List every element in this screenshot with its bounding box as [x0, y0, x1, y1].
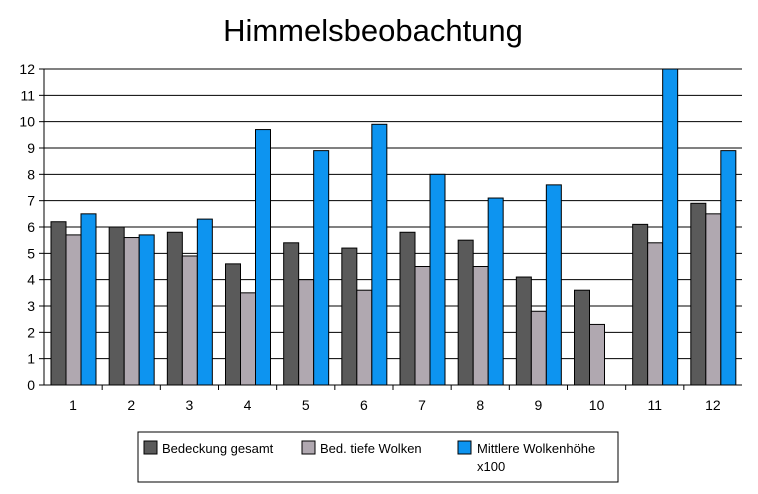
bar-series3-2	[138, 234, 155, 386]
legend-swatch-bedeckung-gesamt	[143, 440, 158, 455]
bar-series1-11	[632, 223, 649, 386]
axes	[39, 68, 742, 390]
legend-frame	[137, 431, 619, 483]
x-tick-label-7: 7	[418, 397, 426, 413]
bar-series2-1	[65, 234, 82, 386]
x-tick-label-4: 4	[244, 397, 252, 413]
bar-series3-11	[662, 68, 679, 386]
legend-swatch-bed-tiefe-wolken	[301, 440, 316, 455]
legend-label-mittlere-wolkenhoehe-line2: x100	[477, 459, 505, 474]
x-tick-label-9: 9	[535, 397, 543, 413]
bar-series3-3	[196, 218, 213, 386]
bar-series2-11	[647, 242, 664, 386]
x-tick-label-6: 6	[360, 397, 368, 413]
bar-series2-10	[589, 323, 605, 386]
x-tick-label-5: 5	[302, 397, 310, 413]
y-tick-label-10: 10	[19, 114, 35, 130]
y-tick-label-4: 4	[27, 272, 35, 288]
bar-series1-8	[457, 239, 474, 386]
x-tick-label-2: 2	[127, 397, 135, 413]
bar-series1-5	[283, 242, 300, 386]
x-tick-label-8: 8	[476, 397, 484, 413]
bar-series2-4	[240, 292, 256, 386]
y-tick-label-12: 12	[19, 61, 35, 77]
legend-label-mittlere-wolkenhoehe: Mittlere Wolkenhöhe	[477, 441, 595, 456]
bar-series1-4	[225, 263, 241, 386]
bar-series1-1	[50, 221, 67, 386]
bar-series2-8	[472, 266, 489, 386]
bar-series1-6	[341, 247, 358, 386]
bar-series1-12	[690, 202, 707, 386]
bar-series2-6	[356, 289, 373, 386]
x-tick-label-10: 10	[589, 397, 605, 413]
bars	[50, 68, 737, 386]
y-tick-label-0: 0	[27, 377, 35, 393]
y-tick-label-3: 3	[27, 298, 35, 314]
x-tick-label-1: 1	[69, 397, 77, 413]
bar-series2-2	[123, 237, 140, 386]
bar-series3-1	[80, 213, 97, 386]
bar-series3-4	[255, 129, 271, 386]
bar-series1-10	[574, 289, 590, 386]
bar-series2-9	[530, 310, 547, 386]
y-tick-label-1: 1	[27, 351, 35, 367]
bar-series3-12	[720, 150, 737, 386]
y-tick-label-6: 6	[27, 219, 35, 235]
bar-series3-9	[545, 184, 562, 386]
legend-label-bed-tiefe-wolken: Bed. tiefe Wolken	[320, 441, 422, 456]
y-tick-label-8: 8	[27, 166, 35, 182]
bar-series1-7	[399, 231, 416, 386]
legend-label-bedeckung-gesamt: Bedeckung gesamt	[162, 441, 274, 456]
bar-series2-3	[181, 255, 198, 386]
bar-series3-5	[313, 150, 330, 386]
legend: Bedeckung gesamt Bed. tiefe Wolken Mittl…	[137, 431, 619, 483]
x-tick-label-11: 11	[647, 397, 662, 413]
y-tick-label-9: 9	[27, 140, 35, 156]
bar-series2-7	[414, 266, 431, 386]
bar-series1-2	[108, 226, 125, 386]
grid-lines	[44, 68, 742, 360]
bar-series1-3	[166, 231, 183, 386]
y-tick-label-7: 7	[27, 193, 35, 209]
y-tick-label-2: 2	[27, 324, 35, 340]
legend-swatch-mittlere-wolkenhoehe	[457, 440, 472, 455]
x-tick-labels: 1 2 3 4 5 6 7 8 9 10 11 12	[69, 397, 721, 413]
x-tick-label-3: 3	[186, 397, 194, 413]
bar-series3-7	[429, 173, 446, 386]
chart-title: Himmelsbeobachtung	[223, 13, 523, 48]
bar-series1-9	[515, 276, 532, 386]
x-tick-label-12: 12	[705, 397, 721, 413]
y-tick-label-11: 11	[20, 87, 35, 103]
bar-series2-5	[298, 279, 315, 386]
y-tick-label-5: 5	[27, 245, 35, 261]
bar-series3-6	[371, 123, 388, 386]
bar-series3-8	[487, 197, 504, 386]
bar-series2-12	[705, 213, 722, 386]
